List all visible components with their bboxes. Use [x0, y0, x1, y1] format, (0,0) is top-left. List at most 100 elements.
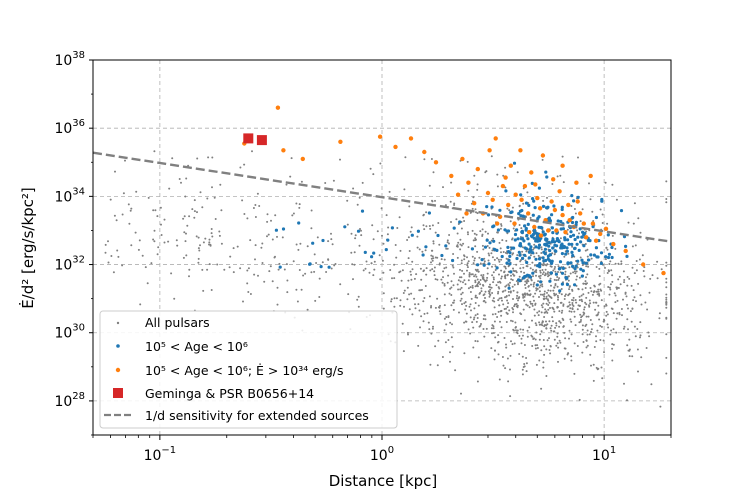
point-all-pulsars — [634, 244, 637, 247]
point-young — [578, 227, 582, 231]
point-all-pulsars — [500, 251, 502, 254]
point-all-pulsars — [599, 282, 602, 285]
point-all-pulsars — [492, 271, 495, 274]
point-all-pulsars — [665, 264, 668, 267]
point-all-pulsars — [627, 307, 629, 310]
point-young — [580, 258, 584, 262]
point-all-pulsars — [643, 275, 646, 278]
point-all-pulsars — [184, 195, 187, 198]
point-all-pulsars — [544, 263, 546, 266]
point-all-pulsars — [463, 321, 466, 324]
point-all-pulsars — [479, 230, 482, 233]
point-all-pulsars — [423, 158, 426, 161]
point-all-pulsars — [535, 331, 538, 334]
point-all-pulsars — [359, 228, 361, 230]
point-all-pulsars — [362, 269, 365, 272]
point-all-pulsars — [130, 244, 133, 247]
point-all-pulsars — [489, 283, 491, 286]
point-all-pulsars — [553, 253, 556, 256]
point-all-pulsars — [454, 369, 457, 372]
point-all-pulsars — [121, 264, 124, 267]
point-all-pulsars — [639, 334, 642, 337]
point-all-pulsars — [113, 214, 116, 217]
point-all-pulsars — [456, 283, 459, 286]
point-all-pulsars — [540, 252, 543, 254]
point-young-energetic — [408, 136, 414, 141]
legend-marker-young-energetic — [115, 367, 121, 373]
point-all-pulsars — [523, 293, 525, 296]
point-all-pulsars — [464, 283, 467, 286]
point-all-pulsars — [483, 314, 486, 317]
point-all-pulsars — [626, 303, 629, 306]
point-young — [531, 213, 535, 217]
point-all-pulsars — [516, 171, 519, 174]
point-all-pulsars — [520, 270, 523, 273]
point-all-pulsars — [413, 297, 416, 300]
point-all-pulsars — [563, 357, 566, 360]
point-all-pulsars — [603, 318, 605, 321]
point-all-pulsars — [432, 325, 434, 328]
point-all-pulsars — [476, 212, 479, 215]
point-all-pulsars — [570, 359, 573, 362]
point-all-pulsars — [213, 196, 216, 199]
point-young — [544, 238, 549, 242]
point-all-pulsars — [382, 271, 385, 274]
y-tick-label: 1030 — [54, 323, 85, 342]
point-all-pulsars — [153, 150, 156, 153]
point-all-pulsars — [558, 339, 561, 342]
point-all-pulsars — [490, 286, 493, 289]
point-all-pulsars — [552, 269, 555, 272]
point-all-pulsars — [404, 156, 407, 159]
point-all-pulsars — [175, 239, 178, 242]
point-all-pulsars — [452, 284, 455, 287]
point-all-pulsars — [402, 350, 405, 353]
point-all-pulsars — [431, 259, 434, 262]
point-young — [440, 253, 444, 258]
point-all-pulsars — [445, 316, 448, 318]
point-all-pulsars — [604, 181, 607, 184]
point-young — [505, 261, 509, 265]
point-all-pulsars — [378, 254, 381, 257]
point-all-pulsars — [564, 273, 567, 276]
point-all-pulsars — [286, 291, 289, 294]
point-all-pulsars — [568, 329, 571, 332]
point-all-pulsars — [466, 160, 469, 163]
point-young-energetic — [519, 197, 524, 202]
point-young — [604, 255, 608, 259]
point-young — [544, 170, 548, 174]
point-all-pulsars — [533, 337, 535, 340]
point-all-pulsars — [553, 294, 556, 297]
legend-label-young-energetic: 10⁵ < Age < 10⁶; Ė > 10³⁴ erg/s — [145, 363, 344, 378]
point-all-pulsars — [431, 224, 434, 227]
point-all-pulsars — [351, 263, 354, 266]
point-young — [311, 241, 315, 245]
point-all-pulsars — [505, 284, 508, 287]
point-all-pulsars — [492, 278, 495, 281]
point-all-pulsars — [494, 269, 497, 271]
point-young — [535, 234, 540, 238]
point-all-pulsars — [461, 303, 463, 306]
point-young — [565, 282, 570, 287]
point-all-pulsars — [598, 293, 601, 296]
point-all-pulsars — [607, 286, 610, 288]
point-all-pulsars — [480, 323, 482, 325]
point-all-pulsars — [511, 206, 514, 209]
point-young-energetic — [472, 201, 477, 206]
point-all-pulsars — [452, 308, 455, 311]
point-all-pulsars — [193, 199, 196, 202]
point-all-pulsars — [538, 321, 541, 324]
point-all-pulsars — [615, 198, 618, 201]
point-all-pulsars — [114, 170, 116, 173]
point-all-pulsars — [354, 237, 357, 240]
point-all-pulsars — [395, 297, 398, 300]
point-all-pulsars — [239, 267, 242, 270]
point-young — [509, 270, 513, 274]
point-all-pulsars — [626, 318, 629, 321]
point-all-pulsars — [440, 258, 443, 261]
point-all-pulsars — [185, 177, 188, 180]
point-all-pulsars — [473, 174, 476, 177]
point-young — [546, 205, 550, 209]
point-all-pulsars — [515, 297, 518, 300]
point-all-pulsars — [539, 269, 542, 272]
point-young — [536, 216, 540, 221]
